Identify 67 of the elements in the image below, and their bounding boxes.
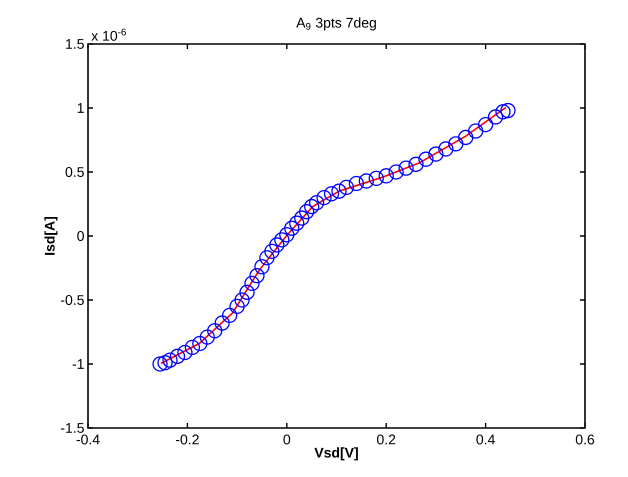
point [274, 232, 290, 248]
point [500, 102, 516, 118]
y-axis-title: Isd[A] [44, 216, 58, 255]
y-tick-label: 1 [78, 103, 84, 113]
x-tick-label: 0.6 [576, 434, 594, 444]
y-tick-label: 1.5 [66, 39, 84, 49]
point [284, 220, 300, 236]
text: x 10$^{-6}$ [91, 28, 126, 41]
point [152, 356, 168, 372]
y-tick-label: 0.5 [66, 167, 84, 177]
point [304, 198, 320, 214]
point [207, 323, 222, 338]
point [495, 104, 511, 120]
point [177, 344, 193, 360]
y-tick-label: -0.5 [60, 295, 84, 305]
point [358, 173, 374, 189]
x-axis-title: Vsd[V] [314, 447, 358, 460]
point [316, 190, 332, 206]
point [428, 146, 444, 162]
point [338, 180, 354, 196]
x-tick-label: 0.2 [377, 434, 396, 444]
point [184, 340, 200, 356]
point [448, 136, 464, 152]
point [249, 268, 265, 284]
point [398, 160, 414, 176]
point [308, 195, 324, 210]
point [418, 152, 434, 167]
point [170, 348, 186, 364]
chart-title: A$_{9}$ 3pts 7deg [296, 17, 376, 30]
point [478, 116, 494, 132]
point [214, 315, 230, 331]
point [222, 308, 238, 324]
point [438, 141, 454, 157]
y-tick-label: -1.5 [60, 423, 84, 433]
point [259, 250, 275, 266]
point [279, 227, 294, 242]
y-tick-label: 0 [77, 231, 84, 241]
point [234, 292, 250, 308]
y-tick-label: -1 [72, 359, 84, 369]
point [408, 156, 424, 172]
point [200, 329, 215, 345]
point [331, 184, 347, 199]
point [239, 284, 255, 300]
point [244, 276, 260, 292]
point [294, 210, 310, 226]
point [488, 109, 504, 125]
point [229, 298, 245, 314]
point [192, 336, 208, 352]
point [324, 186, 340, 202]
point [157, 355, 173, 370]
point [378, 168, 394, 184]
point [269, 237, 285, 253]
point [254, 259, 270, 274]
point [264, 244, 280, 260]
x-tick-label: -0.2 [176, 434, 199, 444]
x-tick-label: 0 [283, 434, 290, 444]
point [368, 170, 384, 186]
line-series [160, 106, 507, 364]
x-tick-label: 0.4 [476, 434, 495, 444]
point [458, 130, 474, 146]
point [388, 164, 404, 180]
point [289, 216, 304, 231]
point [162, 352, 178, 368]
point [348, 176, 364, 192]
point [468, 123, 484, 139]
point [299, 204, 314, 220]
x-tick-label: -0.4 [76, 434, 100, 444]
